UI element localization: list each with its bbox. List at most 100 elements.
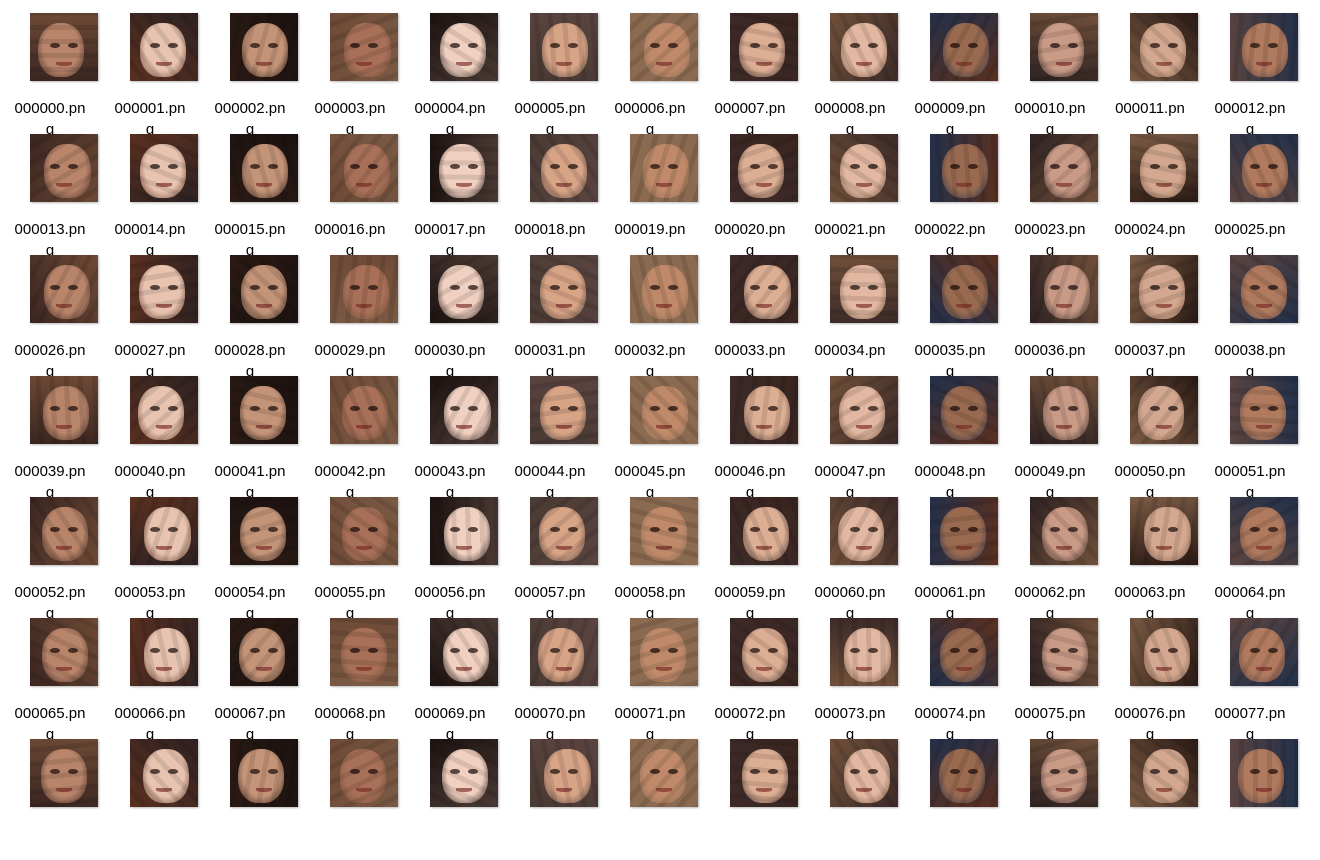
file-thumbnail[interactable]: [130, 13, 198, 81]
file-item[interactable]: 000068.pn g: [300, 618, 400, 743]
file-thumbnail[interactable]: [430, 618, 498, 686]
file-thumbnail[interactable]: [530, 739, 598, 807]
file-item-partial[interactable]: [200, 739, 300, 860]
file-item[interactable]: 000071.pn g: [600, 618, 700, 743]
file-thumbnail[interactable]: [230, 13, 298, 81]
file-thumbnail[interactable]: [1130, 376, 1198, 444]
file-item[interactable]: 000025.pn g: [1200, 134, 1300, 259]
file-thumbnail[interactable]: [230, 376, 298, 444]
file-item[interactable]: 000034.pn g: [800, 255, 900, 380]
file-thumbnail[interactable]: [1230, 134, 1298, 202]
file-item[interactable]: 000057.pn g: [500, 497, 600, 622]
file-item[interactable]: 000051.pn g: [1200, 376, 1300, 501]
file-item[interactable]: 000033.pn g: [700, 255, 800, 380]
file-item[interactable]: 000074.pn g: [900, 618, 1000, 743]
file-thumbnail[interactable]: [30, 255, 98, 323]
file-thumbnail[interactable]: [730, 13, 798, 81]
file-item[interactable]: 000040.pn g: [100, 376, 200, 501]
file-item-partial[interactable]: [400, 739, 500, 860]
file-thumbnail[interactable]: [630, 739, 698, 807]
file-item[interactable]: 000069.pn g: [400, 618, 500, 743]
file-thumbnail[interactable]: [30, 739, 98, 807]
file-thumbnail[interactable]: [330, 134, 398, 202]
file-thumbnail[interactable]: [630, 13, 698, 81]
file-thumbnail[interactable]: [630, 618, 698, 686]
file-thumbnail[interactable]: [130, 497, 198, 565]
file-thumbnail[interactable]: [30, 376, 98, 444]
file-item[interactable]: 000048.pn g: [900, 376, 1000, 501]
file-item[interactable]: 000024.pn g: [1100, 134, 1200, 259]
file-item[interactable]: 000075.pn g: [1000, 618, 1100, 743]
file-item[interactable]: 000023.pn g: [1000, 134, 1100, 259]
file-item[interactable]: 000058.pn g: [600, 497, 700, 622]
file-thumbnail[interactable]: [230, 497, 298, 565]
file-thumbnail[interactable]: [330, 13, 398, 81]
file-thumbnail[interactable]: [1130, 618, 1198, 686]
file-item[interactable]: 000072.pn g: [700, 618, 800, 743]
file-thumbnail[interactable]: [130, 618, 198, 686]
file-thumbnail[interactable]: [330, 376, 398, 444]
file-item[interactable]: 000015.pn g: [200, 134, 300, 259]
file-thumbnail[interactable]: [830, 739, 898, 807]
file-item[interactable]: 000044.pn g: [500, 376, 600, 501]
file-thumbnail[interactable]: [1030, 376, 1098, 444]
file-thumbnail[interactable]: [730, 618, 798, 686]
file-thumbnail[interactable]: [830, 376, 898, 444]
file-thumbnail[interactable]: [830, 255, 898, 323]
file-thumbnail[interactable]: [1230, 497, 1298, 565]
file-item[interactable]: 000038.pn g: [1200, 255, 1300, 380]
file-item[interactable]: 000064.pn g: [1200, 497, 1300, 622]
file-item[interactable]: 000059.pn g: [700, 497, 800, 622]
file-item-partial[interactable]: [1200, 739, 1300, 860]
file-item[interactable]: 000047.pn g: [800, 376, 900, 501]
file-item[interactable]: 000037.pn g: [1100, 255, 1200, 380]
file-thumbnail[interactable]: [730, 255, 798, 323]
file-item-partial[interactable]: [800, 739, 900, 860]
file-item[interactable]: 000028.pn g: [200, 255, 300, 380]
file-thumbnail[interactable]: [330, 739, 398, 807]
file-item[interactable]: 000007.pn g: [700, 13, 800, 138]
file-item[interactable]: 000006.pn g: [600, 13, 700, 138]
file-thumbnail[interactable]: [430, 134, 498, 202]
file-thumbnail[interactable]: [30, 497, 98, 565]
file-item[interactable]: 000042.pn g: [300, 376, 400, 501]
file-item-partial[interactable]: [500, 739, 600, 860]
file-item[interactable]: 000010.pn g: [1000, 13, 1100, 138]
file-item[interactable]: 000045.pn g: [600, 376, 700, 501]
file-thumbnail[interactable]: [1030, 497, 1098, 565]
file-item[interactable]: 000052.pn g: [0, 497, 100, 622]
file-item[interactable]: 000030.pn g: [400, 255, 500, 380]
file-thumbnail[interactable]: [530, 134, 598, 202]
file-thumbnail[interactable]: [430, 13, 498, 81]
file-thumbnail[interactable]: [830, 497, 898, 565]
file-item[interactable]: 000053.pn g: [100, 497, 200, 622]
file-item[interactable]: 000066.pn g: [100, 618, 200, 743]
file-thumbnail[interactable]: [1230, 255, 1298, 323]
file-thumbnail[interactable]: [1130, 739, 1198, 807]
file-thumbnail[interactable]: [1230, 618, 1298, 686]
file-item[interactable]: 000050.pn g: [1100, 376, 1200, 501]
file-item[interactable]: 000022.pn g: [900, 134, 1000, 259]
file-item[interactable]: 000062.pn g: [1000, 497, 1100, 622]
file-thumbnail[interactable]: [330, 497, 398, 565]
file-item[interactable]: 000016.pn g: [300, 134, 400, 259]
file-thumbnail[interactable]: [130, 134, 198, 202]
file-thumbnail[interactable]: [830, 618, 898, 686]
file-thumbnail[interactable]: [930, 376, 998, 444]
file-thumbnail[interactable]: [630, 255, 698, 323]
file-item[interactable]: 000060.pn g: [800, 497, 900, 622]
file-thumbnail[interactable]: [1030, 134, 1098, 202]
file-item[interactable]: 000014.pn g: [100, 134, 200, 259]
file-thumbnail[interactable]: [930, 497, 998, 565]
file-thumbnail[interactable]: [630, 497, 698, 565]
file-item[interactable]: 000012.pn g: [1200, 13, 1300, 138]
file-thumbnail[interactable]: [1030, 13, 1098, 81]
file-thumbnail[interactable]: [530, 376, 598, 444]
file-item[interactable]: 000004.pn g: [400, 13, 500, 138]
file-item-partial[interactable]: [900, 739, 1000, 860]
file-thumbnail[interactable]: [430, 497, 498, 565]
file-item-partial[interactable]: [300, 739, 400, 860]
file-thumbnail[interactable]: [1230, 13, 1298, 81]
file-thumbnail[interactable]: [930, 618, 998, 686]
file-item[interactable]: 000009.pn g: [900, 13, 1000, 138]
